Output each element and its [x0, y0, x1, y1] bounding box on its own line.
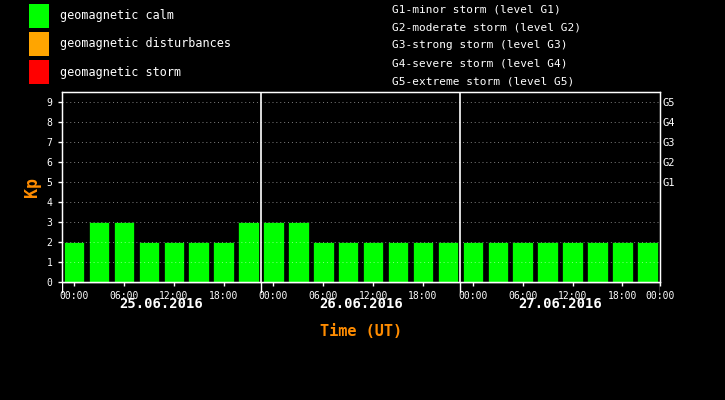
Bar: [388, 242, 408, 282]
Bar: [338, 242, 358, 282]
Text: G1-minor storm (level G1): G1-minor storm (level G1): [392, 4, 560, 14]
Bar: [29, 32, 49, 56]
Bar: [563, 242, 583, 282]
Text: G2-moderate storm (level G2): G2-moderate storm (level G2): [392, 22, 581, 32]
Bar: [164, 242, 184, 282]
Bar: [29, 4, 49, 28]
Bar: [612, 242, 633, 282]
Bar: [363, 242, 384, 282]
Text: Time (UT): Time (UT): [320, 324, 402, 339]
Bar: [313, 242, 334, 282]
Bar: [64, 242, 84, 282]
Bar: [213, 242, 234, 282]
Bar: [29, 60, 49, 84]
Bar: [587, 242, 608, 282]
Text: G3-strong storm (level G3): G3-strong storm (level G3): [392, 40, 567, 50]
Bar: [513, 242, 533, 282]
Text: geomagnetic storm: geomagnetic storm: [60, 66, 181, 79]
Text: geomagnetic calm: geomagnetic calm: [60, 9, 174, 22]
Text: geomagnetic disturbances: geomagnetic disturbances: [60, 38, 231, 50]
Bar: [537, 242, 558, 282]
Bar: [88, 222, 109, 282]
Bar: [487, 242, 508, 282]
Bar: [114, 222, 134, 282]
Bar: [637, 242, 658, 282]
Bar: [138, 242, 159, 282]
Text: G5-extreme storm (level G5): G5-extreme storm (level G5): [392, 76, 573, 86]
Bar: [463, 242, 483, 282]
Bar: [263, 222, 283, 282]
Bar: [239, 222, 259, 282]
Y-axis label: Kp: Kp: [23, 177, 41, 197]
Text: 25.06.2016: 25.06.2016: [120, 297, 203, 311]
Bar: [438, 242, 458, 282]
Text: G4-severe storm (level G4): G4-severe storm (level G4): [392, 58, 567, 68]
Bar: [188, 242, 209, 282]
Text: 27.06.2016: 27.06.2016: [518, 297, 602, 311]
Bar: [288, 222, 309, 282]
Bar: [413, 242, 434, 282]
Text: 26.06.2016: 26.06.2016: [319, 297, 402, 311]
